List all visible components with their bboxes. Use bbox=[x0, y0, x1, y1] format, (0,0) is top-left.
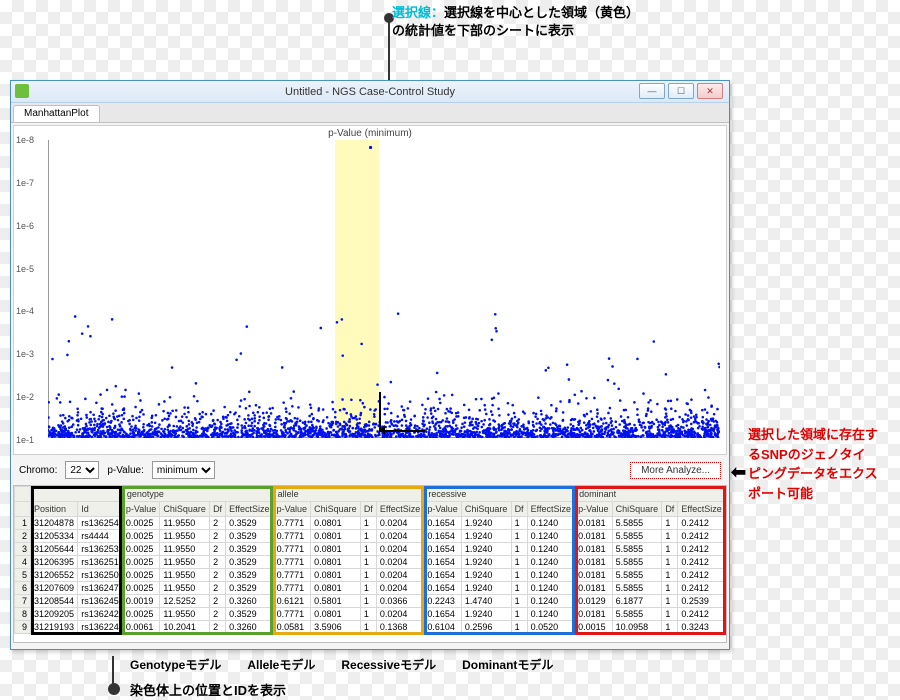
table-row[interactable]: 431206395rs1362510.002511.955020.35290.7… bbox=[15, 556, 726, 569]
tabbar: ManhattanPlot bbox=[11, 103, 729, 123]
group-header: genotype bbox=[122, 487, 273, 502]
col-header[interactable]: ChiSquare bbox=[311, 502, 361, 517]
plot-title: p-Value (minimum) bbox=[328, 128, 412, 139]
table-row[interactable]: 331205644rs1362530.002511.955020.35290.7… bbox=[15, 543, 726, 556]
col-header[interactable]: EffectSize bbox=[678, 502, 726, 517]
data-table[interactable]: genotypeallelerecessivedominant PositionI… bbox=[14, 486, 726, 634]
pvalue-label: p-Value: bbox=[107, 465, 144, 476]
chromo-label: Chromo: bbox=[19, 465, 57, 476]
model-label: Genotypeモデル bbox=[130, 656, 221, 673]
pvalue-select[interactable]: minimum bbox=[152, 461, 215, 479]
col-header[interactable]: EffectSize bbox=[226, 502, 274, 517]
col-header[interactable]: ChiSquare bbox=[160, 502, 210, 517]
table-row[interactable]: 531206552rs1362500.002511.955020.35290.7… bbox=[15, 569, 726, 582]
col-header[interactable]: EffectSize bbox=[527, 502, 575, 517]
model-labels: Genotypeモデル Alleleモデル Recessiveモデル Dominant… bbox=[130, 656, 553, 673]
table-row[interactable]: 731208544rs1362450.001912.525220.32600.6… bbox=[15, 595, 726, 608]
col-header[interactable]: Df bbox=[210, 502, 226, 517]
model-label: Alleleモデル bbox=[247, 656, 315, 673]
app-window: Untitled - NGS Case-Control Study — ☐ ✕ … bbox=[10, 80, 730, 650]
callout-right: 選択した領域に存在するSNPのジェノタイピングデータをエクスポート可能 bbox=[748, 425, 878, 503]
bottom-callout-dot bbox=[108, 683, 120, 695]
bottom-callout-line bbox=[112, 656, 114, 686]
titlebar[interactable]: Untitled - NGS Case-Control Study — ☐ ✕ bbox=[11, 81, 729, 103]
manhattan-plot[interactable]: p-Value (minimum) 1e-81e-71e-61e-51e-41e… bbox=[13, 125, 727, 455]
table-row[interactable]: 831209205rs1362420.002511.955020.35290.7… bbox=[15, 608, 726, 621]
more-analyze-button[interactable]: More Analyze... bbox=[630, 462, 721, 479]
col-header[interactable]: Df bbox=[662, 502, 678, 517]
col-header[interactable]: ChiSquare bbox=[612, 502, 662, 517]
table-row[interactable]: 931219193rs1362240.006110.204120.32600.0… bbox=[15, 621, 726, 634]
table-row[interactable]: 131204878rs1362540.002511.955020.35290.7… bbox=[15, 517, 726, 530]
selection-arrow bbox=[379, 392, 425, 432]
bottom-desc: 染色体上の位置とIDを表示 bbox=[130, 680, 286, 699]
tab-manhattan[interactable]: ManhattanPlot bbox=[13, 105, 100, 122]
col-header[interactable]: EffectSize bbox=[376, 502, 424, 517]
window-title: Untitled - NGS Case-Control Study bbox=[285, 86, 455, 98]
col-header[interactable]: Df bbox=[511, 502, 527, 517]
minimize-button[interactable]: — bbox=[639, 83, 665, 99]
right-arrow: ⬅ bbox=[731, 462, 746, 483]
group-header: allele bbox=[273, 487, 424, 502]
plot-controls: Chromo: 22 p-Value: minimum More Analyze… bbox=[11, 457, 729, 483]
group-header: dominant bbox=[575, 487, 726, 502]
col-header[interactable]: p-Value bbox=[575, 502, 612, 517]
group-header: recessive bbox=[424, 487, 575, 502]
maximize-button[interactable]: ☐ bbox=[668, 83, 694, 99]
col-header[interactable]: Df bbox=[360, 502, 376, 517]
table-row[interactable]: 231205334rs44440.002511.955020.35290.777… bbox=[15, 530, 726, 543]
col-header[interactable]: p-Value bbox=[122, 502, 159, 517]
model-label: Dominantモデル bbox=[462, 656, 553, 673]
col-header[interactable]: Id bbox=[78, 502, 123, 517]
col-header[interactable]: p-Value bbox=[424, 502, 461, 517]
y-axis: 1e-81e-71e-61e-51e-41e-31e-21e-1 bbox=[14, 140, 48, 438]
model-label: Recessiveモデル bbox=[341, 656, 436, 673]
table-row[interactable]: 631207609rs1362470.002511.955020.35290.7… bbox=[15, 582, 726, 595]
callout-top: 選択線：選択線を中心とした領域（黄色）の統計値を下部のシートに表示 bbox=[392, 4, 652, 40]
col-header[interactable]: p-Value bbox=[273, 502, 310, 517]
col-header[interactable]: ChiSquare bbox=[461, 502, 511, 517]
col-header[interactable]: Position bbox=[31, 502, 78, 517]
app-icon bbox=[15, 84, 29, 98]
window-controls: — ☐ ✕ bbox=[639, 83, 723, 99]
close-button[interactable]: ✕ bbox=[697, 83, 723, 99]
callout-top-lead: 選択線： bbox=[392, 5, 444, 20]
chromo-select[interactable]: 22 bbox=[65, 461, 99, 479]
data-grid[interactable]: genotypeallelerecessivedominant PositionI… bbox=[13, 485, 727, 643]
